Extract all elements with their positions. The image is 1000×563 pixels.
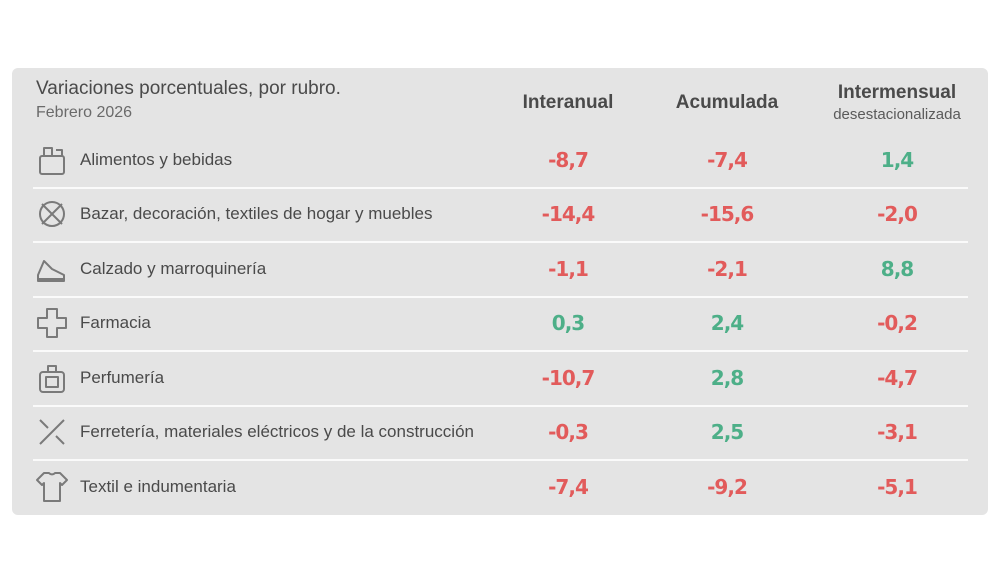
subtitle: Febrero 2026 (36, 104, 133, 121)
column-header: Intermensual (837, 82, 957, 103)
cell-value: -0,3 (548, 420, 589, 444)
row-icon (39, 419, 65, 445)
row-label: Perfumería (80, 368, 165, 387)
cell-value: -1,1 (548, 257, 589, 281)
cell-value: -0,2 (877, 311, 918, 335)
row-separator (33, 405, 968, 407)
row-icon (39, 365, 65, 393)
cell-value: 0,3 (551, 311, 585, 335)
cell-value: 8,8 (880, 257, 914, 281)
cell-value: -2,0 (877, 202, 918, 226)
row-label: Calzado y marroquinería (80, 259, 267, 278)
cell-value: -3,1 (877, 420, 918, 444)
cell-value: -8,7 (548, 148, 589, 172)
row-separator (33, 459, 968, 461)
cell-value: -4,7 (877, 366, 918, 390)
title: Variaciones porcentuales, por rubro. (36, 78, 341, 99)
cell-value: -10,7 (541, 366, 596, 390)
row-icon (39, 147, 65, 175)
row-label: Textil e indumentaria (80, 477, 236, 496)
row-separator (33, 241, 968, 243)
column-subheader: desestacionalizada (833, 106, 961, 123)
cell-value: -14,4 (541, 202, 596, 226)
cell-value: -5,1 (877, 475, 918, 499)
cell-value: -7,4 (548, 475, 589, 499)
row-label: Alimentos y bebidas (80, 150, 233, 169)
row-icon (37, 308, 67, 338)
row-separator (33, 187, 968, 189)
row-label: Ferretería, materiales eléctricos y de l… (80, 422, 474, 441)
cell-value: -2,1 (707, 257, 748, 281)
cell-value: 2,8 (710, 366, 744, 390)
column-header: Interanual (522, 92, 614, 113)
cell-value: -7,4 (707, 148, 748, 172)
row-separator (33, 296, 968, 298)
cell-value: -9,2 (707, 475, 748, 499)
column-header: Acumulada (675, 92, 779, 113)
row-separator (33, 350, 968, 352)
row-label: Farmacia (80, 313, 151, 332)
table-card: Variaciones porcentuales, por rubro. Feb… (12, 68, 988, 515)
cell-value: 2,5 (710, 420, 744, 444)
cell-value: 2,4 (710, 311, 744, 335)
row-icon (36, 472, 68, 502)
row-label: Bazar, decoración, textiles de hogar y m… (80, 204, 433, 223)
cell-value: 1,4 (880, 148, 914, 172)
row-icon (37, 260, 65, 282)
cell-value: -15,6 (700, 202, 755, 226)
row-icon (39, 201, 65, 227)
